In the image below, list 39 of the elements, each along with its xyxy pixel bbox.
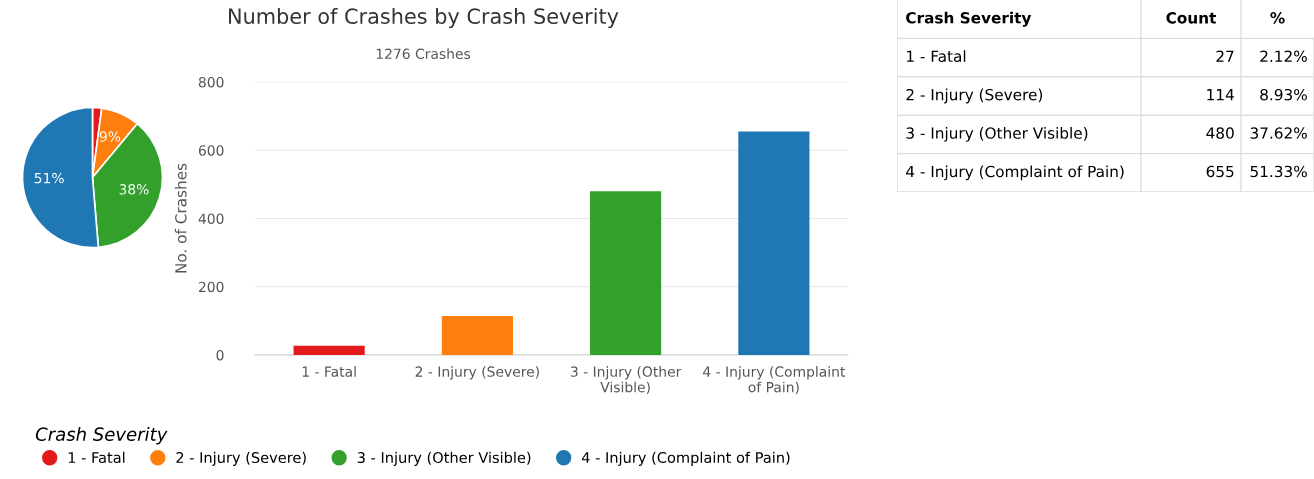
y-tick-label: 400 (198, 213, 224, 224)
data-label: 27 (1216, 50, 1234, 62)
y-tick-label: 800 (198, 76, 224, 88)
data-label: 480 (1206, 127, 1234, 139)
data-label: 9% (99, 131, 121, 142)
bar (293, 345, 365, 355)
y-tick-label: 600 (198, 145, 224, 156)
category-label: 2 - Injury (Severe) (906, 88, 1043, 104)
x-tick-label: 4 - Injury (Complaint of Pain) (703, 366, 846, 395)
text: 8.93% (1260, 88, 1307, 101)
legend-label: 2 - Injury (Severe) (176, 451, 306, 466)
x-tick-label: 3 - Injury (Other Visible) (570, 366, 682, 395)
bar (738, 131, 810, 355)
category-label: 1 - Fatal (907, 50, 966, 63)
data-label: 38% (119, 184, 149, 195)
y-tick-label: 0 (216, 349, 224, 361)
text: 51.33% (1250, 165, 1307, 178)
legend-label: 3 - Injury (Other Visible) (357, 451, 531, 466)
legend-label: 4 - Injury (Complaint of Pain) (581, 451, 790, 466)
data-label: 51% (34, 172, 64, 184)
text: Count (1166, 12, 1217, 24)
category-label: 3 - Injury (Other Visible) (906, 127, 1088, 142)
legend-title: Crash Severity (35, 426, 168, 445)
category-label: 4 - Injury (Complaint of Pain) (906, 165, 1124, 181)
chart-title: Number of Crashes by Crash Severity (229, 7, 619, 29)
legend-label: 1 - Fatal (68, 451, 125, 464)
x-tick-label: 1 - Fatal (302, 366, 356, 377)
text: 2.12% (1260, 50, 1307, 63)
chart-subtitle: 1276 Crashes (376, 48, 471, 60)
text: % (1270, 12, 1285, 24)
data-label: 114 (1207, 89, 1234, 101)
y-tick-label: 200 (198, 281, 224, 293)
data-label: 655 (1206, 165, 1234, 178)
bar (441, 316, 513, 355)
text: 37.62% (1250, 127, 1307, 139)
y-axis-title: No. of Crashes (174, 163, 187, 273)
x-tick-label: 2 - Injury (Severe) (415, 366, 539, 380)
text: Crash Severity (906, 11, 1032, 27)
bar (590, 191, 662, 355)
